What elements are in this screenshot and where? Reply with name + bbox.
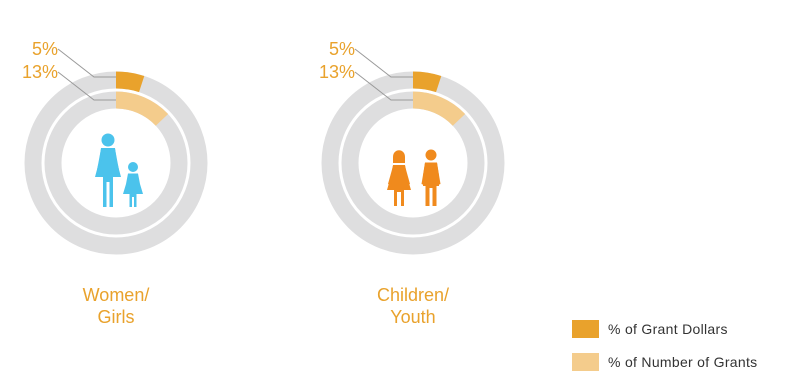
number-of-grants-leader-line [354,71,413,101]
women-girls-icon [95,133,143,207]
category-label-line-1: Children/ [377,285,449,305]
donut-children-youth: 5% 13% Children/ Youth [319,39,505,327]
legend: % of Grant Dollars % of Number of Grants [572,320,757,386]
legend-swatch-grant-dollars [572,320,599,338]
legend-label-grant-dollars: % of Grant Dollars [608,321,728,337]
donut-charts: 5% 13% Women/ Girls 5% 13% [22,39,505,327]
number-of-grants-leader-line [57,71,116,101]
legend-item-grant-dollars: % of Grant Dollars [572,320,757,338]
grant-dollars-arc [412,71,442,93]
category-label-line-1: Women/ [83,285,150,305]
children-youth-icon [387,149,441,206]
category-label-line-2: Youth [390,307,435,327]
number-of-grants-value-label: 13% [22,62,58,82]
number-of-grants-arc [412,91,466,126]
legend-swatch-number-of-grants [572,353,599,371]
grant-dollars-arc [115,71,145,93]
number-of-grants-value-label: 13% [319,62,355,82]
legend-label-number-of-grants: % of Number of Grants [608,354,758,370]
legend-item-number-of-grants: % of Number of Grants [572,353,757,371]
category-label-line-2: Girls [98,307,135,327]
donut-women-girls: 5% 13% Women/ Girls [22,39,208,327]
grant-dollars-leader-line [354,48,413,78]
grant-dollars-value-label: 5% [32,39,58,59]
grant-dollars-leader-line [57,48,116,78]
grant-dollars-value-label: 5% [329,39,355,59]
number-of-grants-arc [115,91,169,126]
